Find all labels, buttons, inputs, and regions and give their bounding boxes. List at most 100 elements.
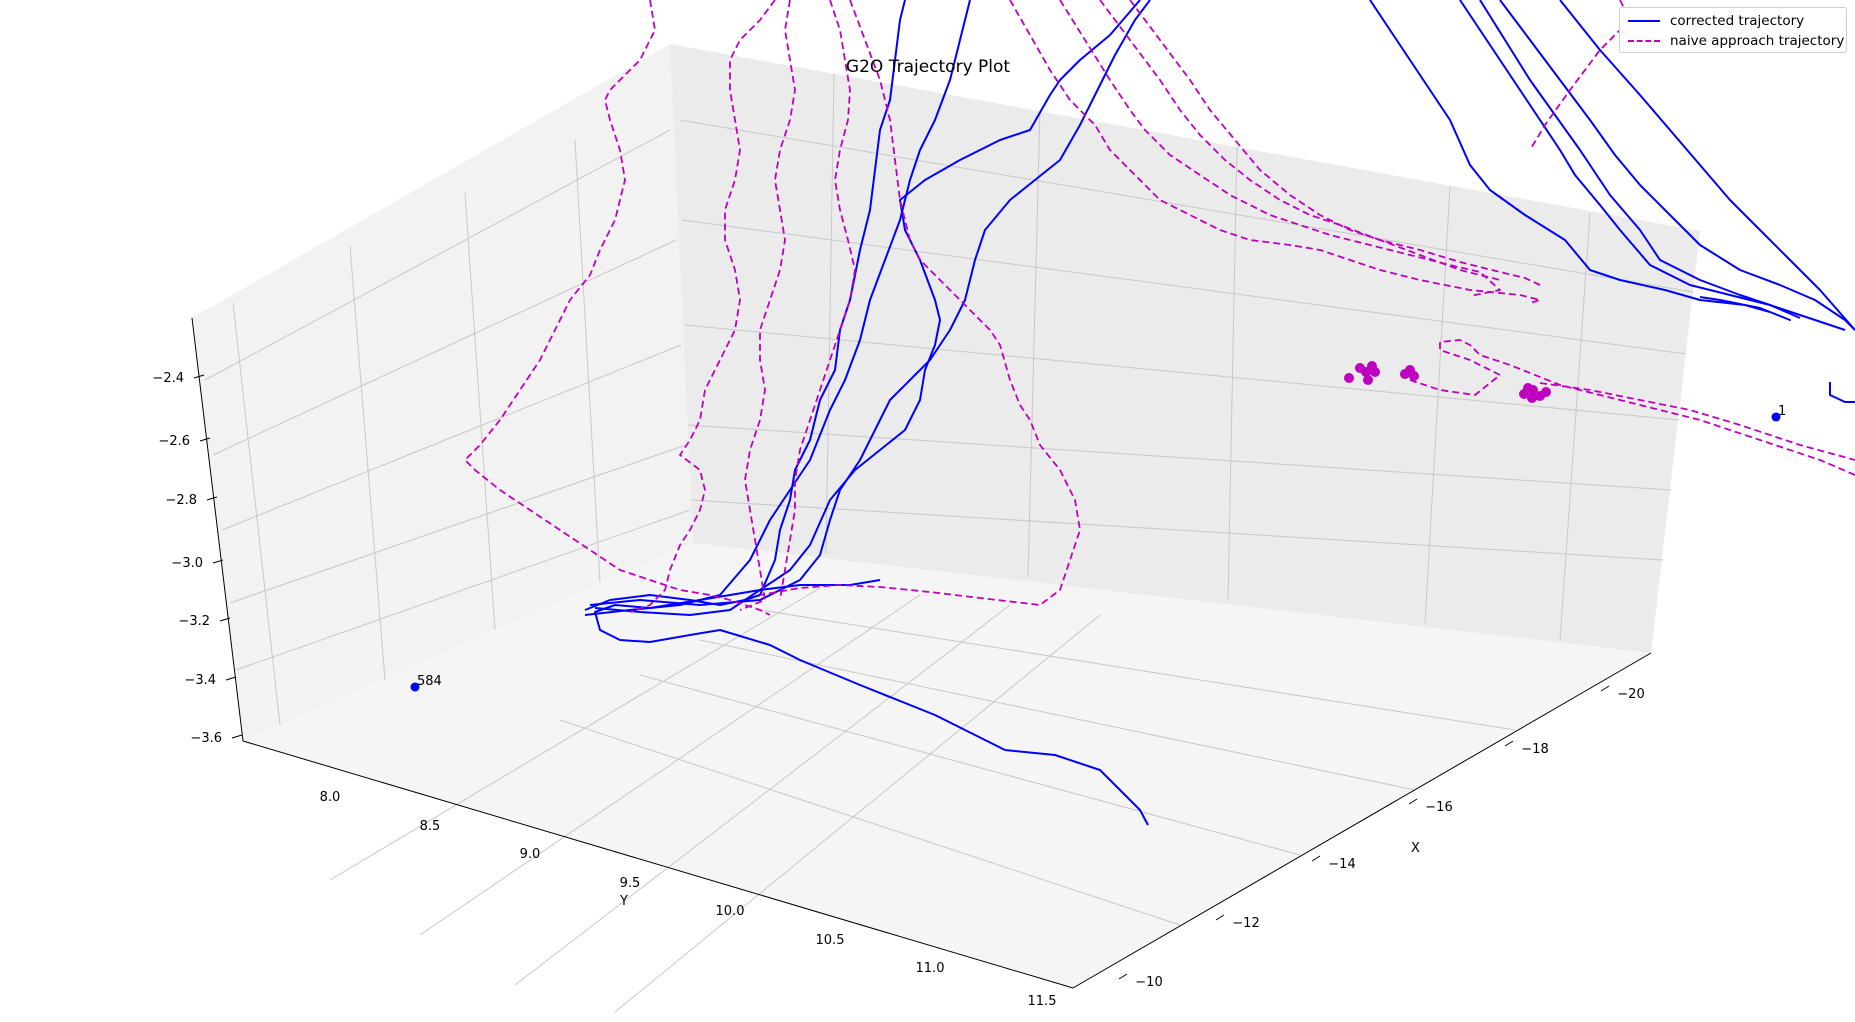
y-tick-label: 10.5 xyxy=(816,933,845,948)
z-tick-label: −2.8 xyxy=(165,493,197,508)
grid-line xyxy=(329,584,826,881)
grid-line xyxy=(687,424,1672,491)
endpoint-marker xyxy=(410,682,420,692)
endpoint-label: 584 xyxy=(417,674,442,689)
z-tick xyxy=(193,374,205,379)
endpoint-label: 1 xyxy=(1778,404,1786,419)
z-tick-label: −3.2 xyxy=(178,614,210,629)
grid-line xyxy=(684,324,1680,421)
naive-trajectory-path xyxy=(1539,382,1855,461)
grid-line xyxy=(514,604,1011,986)
y-axis-label: Y xyxy=(619,894,628,909)
grid-line xyxy=(699,639,1416,791)
x-tick-label: −16 xyxy=(1425,800,1452,815)
corrected-trajectory-path xyxy=(584,0,971,616)
z-tick-label: −3.4 xyxy=(184,673,216,688)
x-tick-label: −20 xyxy=(1617,687,1644,702)
corrected-trajectory-path xyxy=(1499,0,1855,331)
corrected-trajectory-path xyxy=(1459,0,1846,331)
naive-cluster-point xyxy=(1344,373,1354,383)
grid-line xyxy=(614,614,1101,1013)
grid-line xyxy=(825,73,835,555)
grid-line xyxy=(1227,146,1238,601)
axes-grid xyxy=(204,73,1694,1013)
grid-line xyxy=(679,119,1694,293)
axes-panes xyxy=(192,44,1700,988)
corrected-trajectory-path xyxy=(594,0,1141,616)
grid-line xyxy=(1027,109,1041,578)
naive-trajectory-path xyxy=(1529,0,1631,151)
naive-trajectory-path xyxy=(1409,339,1855,476)
corrected-trajectory-path xyxy=(1369,0,1791,321)
z-tick-label: −3.6 xyxy=(190,731,222,746)
x-tick-label: −18 xyxy=(1521,742,1548,757)
x-axis-line xyxy=(1072,652,1652,989)
trajectory-markers: 584 1 xyxy=(410,361,1786,692)
right-back-pane xyxy=(670,44,1700,653)
y-tick-label: 8.0 xyxy=(320,790,341,805)
naive-cluster-point xyxy=(1541,387,1551,397)
naive-cluster-point xyxy=(1370,367,1380,377)
y-tick-label: 8.5 xyxy=(420,819,441,834)
z-tick xyxy=(199,437,211,442)
grid-line xyxy=(639,674,1301,856)
naive-cluster-point xyxy=(1363,375,1373,385)
legend-entry-naive: naive approach trajectory xyxy=(1628,31,1844,51)
z-tick xyxy=(225,676,237,681)
legend-swatch-corrected xyxy=(1628,20,1660,22)
axes-lines xyxy=(191,317,1652,989)
legend-label-corrected: corrected trajectory xyxy=(1670,13,1805,29)
z-tick xyxy=(219,617,231,622)
naive-cluster-point xyxy=(1527,393,1537,403)
z-tick-label: −2.4 xyxy=(152,371,184,386)
x-tick xyxy=(1215,914,1225,921)
x-axis-label: X xyxy=(1411,841,1420,856)
y-tick-label: 11.5 xyxy=(1028,994,1057,1009)
z-tick-label: −2.6 xyxy=(158,434,190,449)
y-tick-label: 10.0 xyxy=(716,904,745,919)
grid-line xyxy=(559,719,1181,926)
grid-line xyxy=(232,302,281,726)
z-tick-label: −3.0 xyxy=(171,556,203,571)
grid-line xyxy=(349,245,386,681)
z-tick xyxy=(231,734,243,739)
grid-line xyxy=(419,594,921,936)
grid-line xyxy=(1559,212,1591,641)
endpoint-marker xyxy=(1771,412,1781,422)
z-axis-line xyxy=(191,317,244,742)
corrected-trajectory-path xyxy=(1479,0,1801,319)
naive-trajectory-path xyxy=(739,0,796,611)
naive-trajectory-path xyxy=(1129,0,1501,281)
chart-title: G2O Trajectory Plot xyxy=(846,57,1010,77)
naive-trajectory-path xyxy=(629,0,776,613)
z-tick xyxy=(206,496,218,501)
legend: corrected trajectory naive approach traj… xyxy=(1619,7,1847,53)
legend-label-naive: naive approach trajectory xyxy=(1670,33,1845,49)
naive-cluster-point xyxy=(1523,383,1533,393)
grid-line xyxy=(574,139,601,583)
y-tick-label: 9.5 xyxy=(620,876,641,891)
naive-trajectory-path xyxy=(759,0,1081,606)
floor-pane xyxy=(243,543,1651,988)
corrected-trajectory-path xyxy=(1559,0,1855,331)
x-tick xyxy=(1311,855,1321,862)
naive-trajectory-path xyxy=(1009,0,1541,304)
naive-trajectory-path xyxy=(1099,0,1541,286)
y-axis-line xyxy=(242,740,1074,989)
legend-entry-corrected: corrected trajectory xyxy=(1628,11,1804,31)
grid-line xyxy=(759,609,1516,731)
legend-swatch-naive xyxy=(1628,40,1660,42)
x-tick xyxy=(1118,973,1128,980)
axes-ticks: −2.4 −2.6 −2.8 −3.0 −3.2 −3.4 −3.6 8.0 8.5 9.0 9.5… xyxy=(152,371,1644,1009)
x-tick xyxy=(1504,740,1514,747)
grid-line xyxy=(229,444,687,604)
x-tick-label: −14 xyxy=(1328,857,1355,872)
z-tick xyxy=(212,559,224,564)
left-back-pane xyxy=(192,44,693,741)
x-tick xyxy=(1600,685,1610,692)
y-tick-label: 9.0 xyxy=(520,847,541,862)
grid-line xyxy=(212,239,677,456)
grid-line xyxy=(221,344,682,531)
x-tick-label: −12 xyxy=(1232,916,1259,931)
